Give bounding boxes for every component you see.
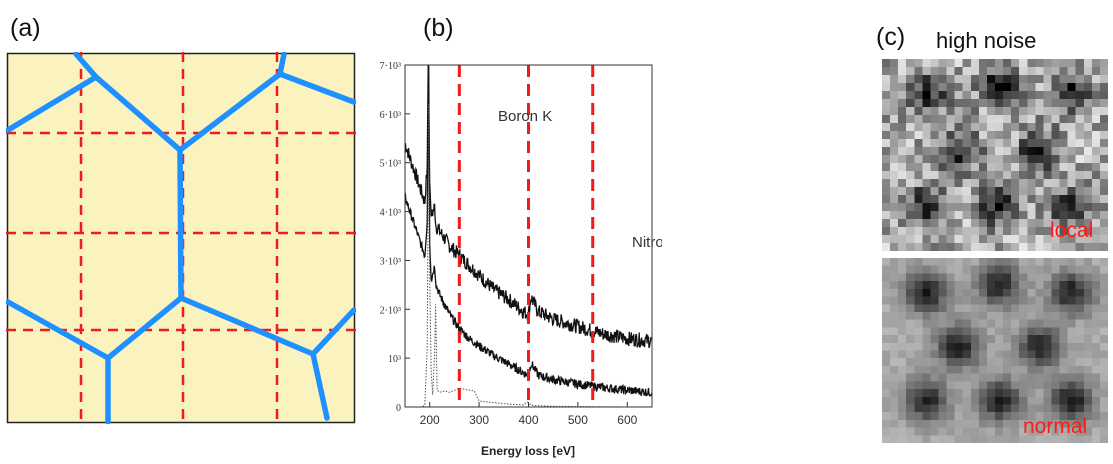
y-tick-label: 4·10³: [380, 208, 401, 219]
x-axis-ticks: 200 300 400 500 600: [420, 402, 638, 427]
x-tick-label: 500: [568, 413, 588, 427]
annotation-nitrogen-k: Nitrogen K: [632, 234, 662, 251]
panel-c-title: high noise: [936, 28, 1036, 54]
local-label: local: [1050, 219, 1093, 243]
y-tick-label: 2·10³: [380, 305, 401, 316]
x-tick-label: 400: [518, 413, 538, 427]
y-tick-label: 3·10³: [380, 256, 401, 267]
x-tick-label: 200: [420, 413, 440, 427]
panel-c-label: (c): [876, 23, 905, 52]
grain-boundary-diagram: [6, 52, 356, 424]
eels-spectrum-chart: 0 10³ 2·10³ 3·10³ 4·10³ 5·10³ 6·10³ 7·10³ 200 30…: [362, 55, 662, 464]
y-tick-label: 7·10³: [380, 61, 401, 72]
boundary-center-vertical: [180, 150, 181, 298]
panel-b-label: (b): [423, 14, 454, 43]
annotation-boron-k: Boron K: [498, 108, 552, 125]
panel-a-label: (a): [10, 14, 41, 43]
x-tick-label: 300: [469, 413, 489, 427]
x-axis-label: Energy loss [eV]: [481, 444, 575, 458]
y-tick-label: 5·10³: [380, 159, 401, 170]
y-tick-label: 6·10³: [380, 110, 401, 121]
y-tick-label: 0: [396, 403, 401, 414]
y-tick-label: 10³: [388, 354, 401, 365]
normal-label: normal: [1023, 415, 1087, 439]
x-tick-label: 600: [617, 413, 637, 427]
